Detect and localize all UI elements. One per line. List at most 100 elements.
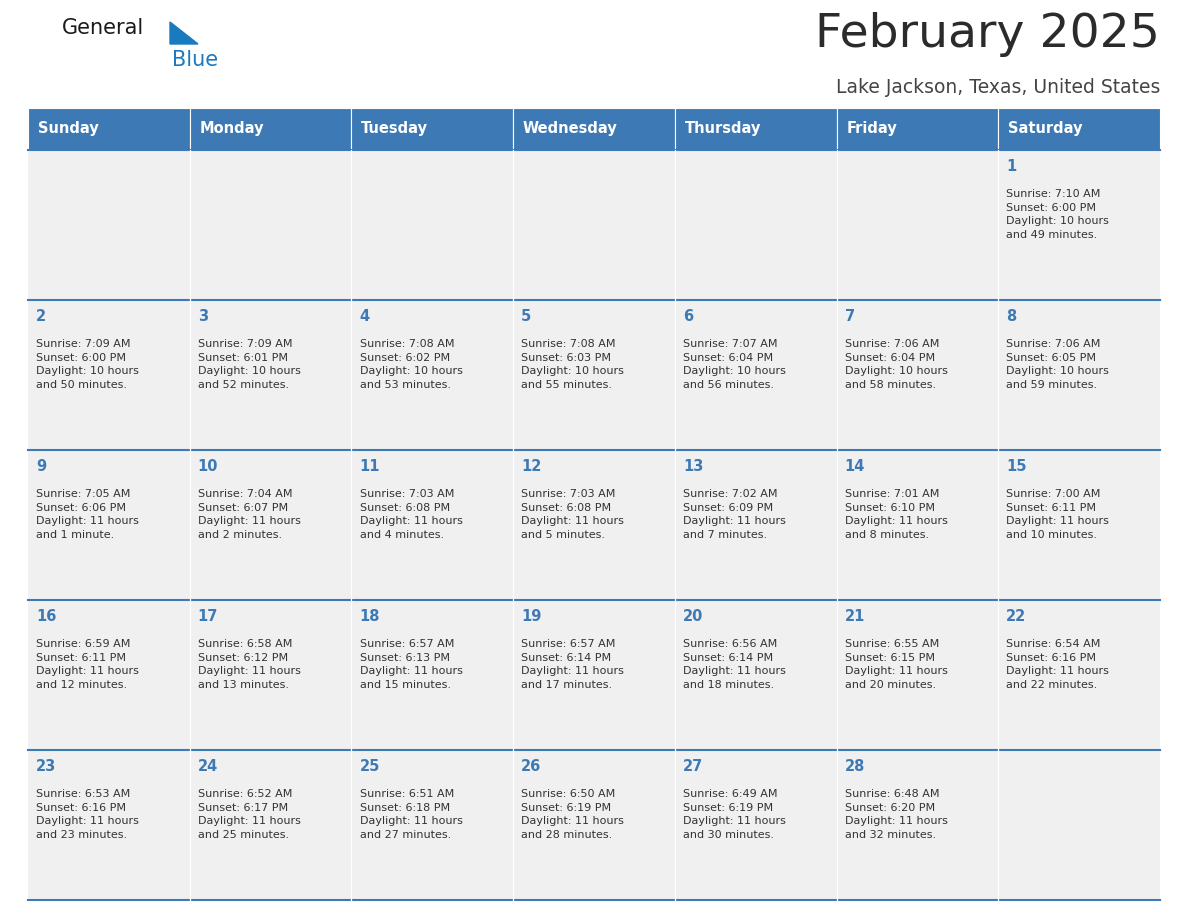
Text: 3: 3 bbox=[197, 309, 208, 324]
Text: Sunrise: 6:56 AM
Sunset: 6:14 PM
Daylight: 11 hours
and 18 minutes.: Sunrise: 6:56 AM Sunset: 6:14 PM Dayligh… bbox=[683, 639, 785, 689]
Text: Sunrise: 7:03 AM
Sunset: 6:08 PM
Daylight: 11 hours
and 5 minutes.: Sunrise: 7:03 AM Sunset: 6:08 PM Dayligh… bbox=[522, 489, 624, 540]
Bar bbox=[29, 150, 190, 300]
Text: Sunrise: 6:50 AM
Sunset: 6:19 PM
Daylight: 11 hours
and 28 minutes.: Sunrise: 6:50 AM Sunset: 6:19 PM Dayligh… bbox=[522, 789, 624, 840]
Text: Sunrise: 7:05 AM
Sunset: 6:06 PM
Daylight: 11 hours
and 1 minute.: Sunrise: 7:05 AM Sunset: 6:06 PM Dayligh… bbox=[36, 489, 139, 540]
Text: 16: 16 bbox=[36, 609, 57, 624]
Text: Sunrise: 6:58 AM
Sunset: 6:12 PM
Daylight: 11 hours
and 13 minutes.: Sunrise: 6:58 AM Sunset: 6:12 PM Dayligh… bbox=[197, 639, 301, 689]
Text: 24: 24 bbox=[197, 759, 219, 774]
Bar bbox=[675, 600, 836, 750]
Text: 14: 14 bbox=[845, 459, 865, 474]
Bar bbox=[675, 150, 836, 300]
Bar bbox=[836, 600, 998, 750]
Text: 11: 11 bbox=[360, 459, 380, 474]
Text: Tuesday: Tuesday bbox=[361, 121, 428, 137]
Bar bbox=[513, 450, 675, 600]
Text: Sunrise: 6:55 AM
Sunset: 6:15 PM
Daylight: 11 hours
and 20 minutes.: Sunrise: 6:55 AM Sunset: 6:15 PM Dayligh… bbox=[845, 639, 948, 689]
Polygon shape bbox=[170, 22, 198, 44]
Text: 7: 7 bbox=[845, 309, 855, 324]
Text: 17: 17 bbox=[197, 609, 219, 624]
Bar bbox=[352, 108, 513, 150]
Bar bbox=[29, 108, 190, 150]
Bar bbox=[675, 450, 836, 600]
Text: 23: 23 bbox=[36, 759, 56, 774]
Text: 5: 5 bbox=[522, 309, 531, 324]
Text: 18: 18 bbox=[360, 609, 380, 624]
Bar bbox=[513, 600, 675, 750]
Bar bbox=[998, 150, 1159, 300]
Text: Sunrise: 6:49 AM
Sunset: 6:19 PM
Daylight: 11 hours
and 30 minutes.: Sunrise: 6:49 AM Sunset: 6:19 PM Dayligh… bbox=[683, 789, 785, 840]
Text: Sunrise: 6:53 AM
Sunset: 6:16 PM
Daylight: 11 hours
and 23 minutes.: Sunrise: 6:53 AM Sunset: 6:16 PM Dayligh… bbox=[36, 789, 139, 840]
Text: Sunrise: 7:06 AM
Sunset: 6:05 PM
Daylight: 10 hours
and 59 minutes.: Sunrise: 7:06 AM Sunset: 6:05 PM Dayligh… bbox=[1006, 339, 1110, 390]
Bar bbox=[352, 450, 513, 600]
Text: 8: 8 bbox=[1006, 309, 1017, 324]
Text: 10: 10 bbox=[197, 459, 219, 474]
Bar bbox=[513, 108, 675, 150]
Text: 20: 20 bbox=[683, 609, 703, 624]
Bar bbox=[998, 300, 1159, 450]
Bar bbox=[29, 750, 190, 900]
Text: 1: 1 bbox=[1006, 159, 1017, 174]
Bar bbox=[190, 150, 352, 300]
Text: 26: 26 bbox=[522, 759, 542, 774]
Bar bbox=[998, 750, 1159, 900]
Bar bbox=[998, 600, 1159, 750]
Text: Sunrise: 7:03 AM
Sunset: 6:08 PM
Daylight: 11 hours
and 4 minutes.: Sunrise: 7:03 AM Sunset: 6:08 PM Dayligh… bbox=[360, 489, 462, 540]
Text: Sunrise: 6:59 AM
Sunset: 6:11 PM
Daylight: 11 hours
and 12 minutes.: Sunrise: 6:59 AM Sunset: 6:11 PM Dayligh… bbox=[36, 639, 139, 689]
Text: Sunrise: 7:01 AM
Sunset: 6:10 PM
Daylight: 11 hours
and 8 minutes.: Sunrise: 7:01 AM Sunset: 6:10 PM Dayligh… bbox=[845, 489, 948, 540]
Text: Sunrise: 7:10 AM
Sunset: 6:00 PM
Daylight: 10 hours
and 49 minutes.: Sunrise: 7:10 AM Sunset: 6:00 PM Dayligh… bbox=[1006, 189, 1110, 240]
Bar bbox=[352, 300, 513, 450]
Bar bbox=[352, 600, 513, 750]
Text: 6: 6 bbox=[683, 309, 693, 324]
Bar bbox=[836, 300, 998, 450]
Text: Sunrise: 6:57 AM
Sunset: 6:13 PM
Daylight: 11 hours
and 15 minutes.: Sunrise: 6:57 AM Sunset: 6:13 PM Dayligh… bbox=[360, 639, 462, 689]
Text: General: General bbox=[62, 18, 144, 38]
Text: 15: 15 bbox=[1006, 459, 1026, 474]
Text: Wednesday: Wednesday bbox=[523, 121, 618, 137]
Text: Sunrise: 6:54 AM
Sunset: 6:16 PM
Daylight: 11 hours
and 22 minutes.: Sunrise: 6:54 AM Sunset: 6:16 PM Dayligh… bbox=[1006, 639, 1110, 689]
Text: 22: 22 bbox=[1006, 609, 1026, 624]
Bar bbox=[675, 300, 836, 450]
Bar bbox=[998, 108, 1159, 150]
Text: Sunrise: 6:57 AM
Sunset: 6:14 PM
Daylight: 11 hours
and 17 minutes.: Sunrise: 6:57 AM Sunset: 6:14 PM Dayligh… bbox=[522, 639, 624, 689]
Text: Sunrise: 7:02 AM
Sunset: 6:09 PM
Daylight: 11 hours
and 7 minutes.: Sunrise: 7:02 AM Sunset: 6:09 PM Dayligh… bbox=[683, 489, 785, 540]
Text: Sunrise: 7:06 AM
Sunset: 6:04 PM
Daylight: 10 hours
and 58 minutes.: Sunrise: 7:06 AM Sunset: 6:04 PM Dayligh… bbox=[845, 339, 948, 390]
Text: Lake Jackson, Texas, United States: Lake Jackson, Texas, United States bbox=[835, 78, 1159, 97]
Text: February 2025: February 2025 bbox=[815, 12, 1159, 57]
Bar bbox=[352, 150, 513, 300]
Text: Sunrise: 6:52 AM
Sunset: 6:17 PM
Daylight: 11 hours
and 25 minutes.: Sunrise: 6:52 AM Sunset: 6:17 PM Dayligh… bbox=[197, 789, 301, 840]
Bar bbox=[190, 300, 352, 450]
Bar bbox=[190, 600, 352, 750]
Text: Sunrise: 6:51 AM
Sunset: 6:18 PM
Daylight: 11 hours
and 27 minutes.: Sunrise: 6:51 AM Sunset: 6:18 PM Dayligh… bbox=[360, 789, 462, 840]
Text: 21: 21 bbox=[845, 609, 865, 624]
Text: 2: 2 bbox=[36, 309, 46, 324]
Bar bbox=[513, 300, 675, 450]
Bar bbox=[513, 750, 675, 900]
Bar bbox=[513, 150, 675, 300]
Bar bbox=[836, 750, 998, 900]
Text: Thursday: Thursday bbox=[684, 121, 762, 137]
Text: 9: 9 bbox=[36, 459, 46, 474]
Text: Sunday: Sunday bbox=[38, 121, 99, 137]
Text: Sunrise: 7:09 AM
Sunset: 6:00 PM
Daylight: 10 hours
and 50 minutes.: Sunrise: 7:09 AM Sunset: 6:00 PM Dayligh… bbox=[36, 339, 139, 390]
Text: Saturday: Saturday bbox=[1007, 121, 1082, 137]
Text: 19: 19 bbox=[522, 609, 542, 624]
Bar bbox=[190, 108, 352, 150]
Bar bbox=[836, 150, 998, 300]
Text: 25: 25 bbox=[360, 759, 380, 774]
Bar bbox=[836, 108, 998, 150]
Bar bbox=[29, 450, 190, 600]
Text: 27: 27 bbox=[683, 759, 703, 774]
Bar bbox=[836, 450, 998, 600]
Text: 4: 4 bbox=[360, 309, 369, 324]
Text: 28: 28 bbox=[845, 759, 865, 774]
Text: Blue: Blue bbox=[172, 50, 219, 70]
Text: 13: 13 bbox=[683, 459, 703, 474]
Text: 12: 12 bbox=[522, 459, 542, 474]
Bar bbox=[998, 450, 1159, 600]
Bar bbox=[675, 750, 836, 900]
Bar bbox=[675, 108, 836, 150]
Text: Sunrise: 7:08 AM
Sunset: 6:03 PM
Daylight: 10 hours
and 55 minutes.: Sunrise: 7:08 AM Sunset: 6:03 PM Dayligh… bbox=[522, 339, 624, 390]
Text: Monday: Monday bbox=[200, 121, 264, 137]
Text: Sunrise: 7:00 AM
Sunset: 6:11 PM
Daylight: 11 hours
and 10 minutes.: Sunrise: 7:00 AM Sunset: 6:11 PM Dayligh… bbox=[1006, 489, 1110, 540]
Bar bbox=[29, 300, 190, 450]
